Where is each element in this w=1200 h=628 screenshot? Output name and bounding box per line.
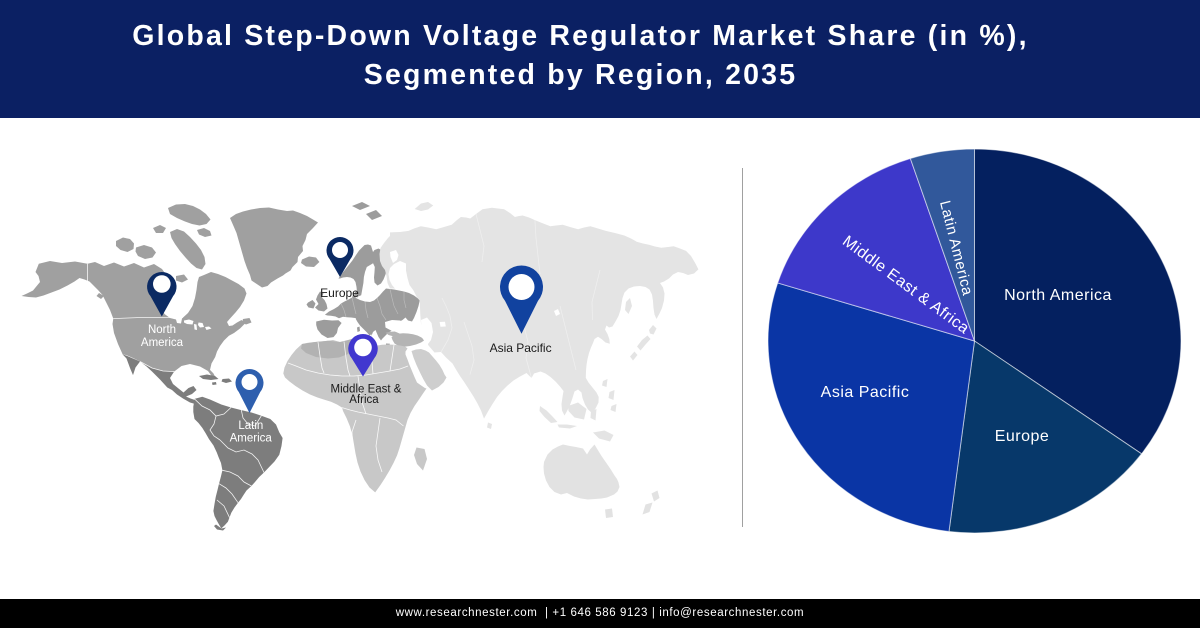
svg-text:Middle East &: Middle East & bbox=[331, 384, 402, 396]
svg-text:America: America bbox=[230, 433, 273, 445]
svg-text:Africa: Africa bbox=[349, 394, 379, 406]
svg-text:Europe: Europe bbox=[995, 428, 1050, 445]
svg-text:Asia Pacific: Asia Pacific bbox=[490, 341, 552, 355]
svg-text:North: North bbox=[148, 324, 176, 336]
svg-text:Latin: Latin bbox=[238, 420, 263, 432]
svg-text:North America: North America bbox=[1004, 287, 1112, 304]
svg-text:Europe: Europe bbox=[320, 286, 359, 300]
svg-text:America: America bbox=[141, 337, 184, 349]
svg-text:Asia Pacific: Asia Pacific bbox=[821, 384, 910, 401]
